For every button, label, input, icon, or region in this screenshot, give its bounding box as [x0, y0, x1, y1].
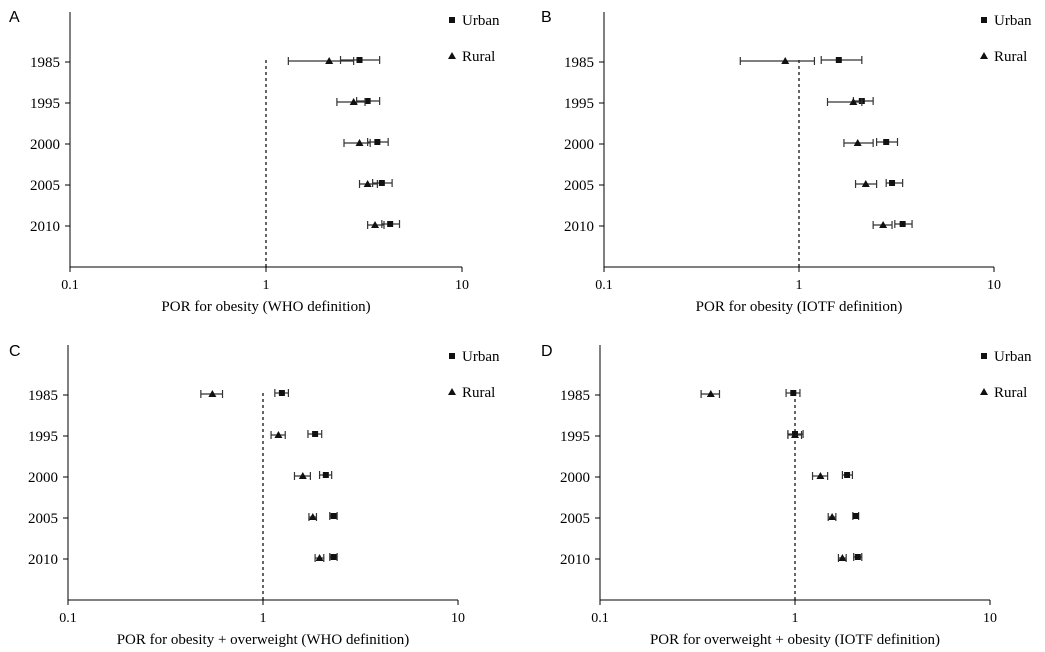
data-point-rural-triangle	[853, 139, 862, 146]
legend-marker-square	[449, 353, 455, 359]
y-tick-label: 1995	[560, 429, 590, 445]
data-point-urban-square	[852, 513, 859, 519]
data-point-rural-triangle	[371, 221, 380, 228]
data-point-urban-square	[899, 221, 906, 227]
y-tick-label: 2010	[30, 219, 60, 235]
legend-marker-triangle	[448, 52, 456, 59]
data-point-rural-triangle	[849, 98, 858, 105]
y-tick-label: 2010	[564, 219, 594, 235]
x-tick-label: 0.1	[61, 278, 79, 293]
y-tick-label: 1985	[28, 388, 58, 404]
data-point-urban-square	[374, 139, 381, 145]
data-point-urban-square	[356, 57, 363, 63]
x-tick-label: 1	[260, 611, 267, 626]
y-tick-label: 2000	[564, 137, 594, 153]
y-tick-label: 2010	[560, 552, 590, 568]
y-tick-label: 2005	[30, 178, 60, 194]
data-point-rural-triangle	[879, 221, 888, 228]
y-tick-label: 1985	[564, 55, 594, 71]
legend-label-rural: Rural	[994, 49, 1027, 65]
data-point-rural-triangle	[363, 180, 372, 187]
data-point-urban-square	[835, 57, 842, 63]
legend-marker-triangle	[980, 388, 988, 395]
x-tick-label: 1	[796, 278, 803, 293]
x-tick-label: 1	[263, 278, 270, 293]
y-tick-label: 1985	[30, 55, 60, 71]
x-axis-label: POR for overweight + obesity (IOTF defin…	[650, 632, 940, 648]
data-point-urban-square	[322, 472, 329, 478]
data-point-urban-square	[330, 513, 337, 519]
legend-label-urban: Urban	[462, 13, 500, 29]
legend-label-rural: Rural	[994, 385, 1027, 401]
chart-panel-d: D 0.1 1 10 POR for overweight + obesity (IOT…	[541, 343, 1032, 648]
panel-letter: A	[9, 9, 20, 26]
y-tick-label: 1995	[28, 429, 58, 445]
data-point-rural-triangle	[315, 554, 324, 561]
x-tick-label: 0.1	[59, 611, 77, 626]
data-point-rural-triangle	[355, 139, 364, 146]
x-tick-label: 10	[455, 278, 469, 293]
y-tick-label: 1995	[564, 96, 594, 112]
data-point-rural-triangle	[828, 513, 837, 520]
data-point-rural-triangle	[791, 431, 799, 438]
x-axis-label: POR for obesity (WHO definition)	[161, 299, 370, 315]
data-point-urban-square	[854, 554, 861, 560]
legend-marker-square	[981, 353, 987, 359]
legend-label-rural: Rural	[462, 385, 495, 401]
data-point-rural-triangle	[816, 472, 825, 479]
x-tick-label: 0.1	[595, 278, 613, 293]
data-point-urban-square	[844, 472, 851, 478]
panel-letter: B	[541, 9, 552, 26]
legend-label-urban: Urban	[994, 349, 1032, 365]
y-tick-label: 2000	[28, 470, 58, 486]
y-tick-label: 2005	[28, 511, 58, 527]
data-point-urban-square	[330, 554, 337, 560]
chart-panel-a: A 0.1 1 10 POR for obesity (WHO definition) 1…	[9, 9, 500, 315]
x-tick-label: 1	[792, 611, 799, 626]
data-point-urban-square	[883, 139, 890, 145]
legend-marker-square	[449, 17, 455, 23]
data-point-urban-square	[889, 180, 896, 186]
y-tick-label: 1995	[30, 96, 60, 112]
data-point-urban-square	[364, 98, 371, 104]
data-point-rural-triangle	[308, 513, 317, 520]
data-point-rural-triangle	[781, 57, 790, 64]
y-tick-label: 2000	[30, 137, 60, 153]
x-axis-label: POR for obesity (IOTF definition)	[696, 299, 903, 315]
legend-marker-triangle	[980, 52, 988, 59]
panel-letter: D	[541, 343, 553, 360]
x-tick-label: 10	[987, 278, 1001, 293]
y-tick-label: 2000	[560, 470, 590, 486]
data-point-urban-square	[378, 180, 385, 186]
y-tick-label: 2005	[560, 511, 590, 527]
data-point-rural-triangle	[706, 390, 715, 397]
y-tick-label: 2005	[564, 178, 594, 194]
legend-marker-triangle	[448, 388, 456, 395]
data-point-rural-triangle	[208, 390, 217, 397]
data-point-rural-triangle	[325, 57, 334, 64]
x-tick-label: 10	[451, 611, 465, 626]
legend-marker-square	[981, 17, 987, 23]
data-point-urban-square	[790, 390, 797, 396]
x-tick-label: 0.1	[591, 611, 609, 626]
x-axis-label: POR for obesity + overweight (WHO defini…	[117, 632, 410, 648]
y-tick-label: 1985	[560, 388, 590, 404]
data-point-rural-triangle	[349, 98, 358, 105]
data-point-urban-square	[312, 431, 319, 437]
x-tick-label: 10	[983, 611, 997, 626]
legend-label-rural: Rural	[462, 49, 495, 65]
y-tick-label: 2010	[28, 552, 58, 568]
legend-label-urban: Urban	[462, 349, 500, 365]
data-point-urban-square	[278, 390, 285, 396]
data-point-rural-triangle	[298, 472, 307, 479]
data-point-urban-square	[387, 221, 394, 227]
chart-panel-c: C 0.1 1 10 POR for obesity + overweight (WHO…	[9, 343, 500, 648]
panel-letter: C	[9, 343, 21, 360]
data-point-rural-triangle	[274, 431, 283, 438]
chart-panel-b: B 0.1 1 10 POR for obesity (IOTF definition)…	[541, 9, 1032, 315]
legend-label-urban: Urban	[994, 13, 1032, 29]
data-point-rural-triangle	[861, 180, 870, 187]
data-point-rural-triangle	[838, 554, 847, 561]
